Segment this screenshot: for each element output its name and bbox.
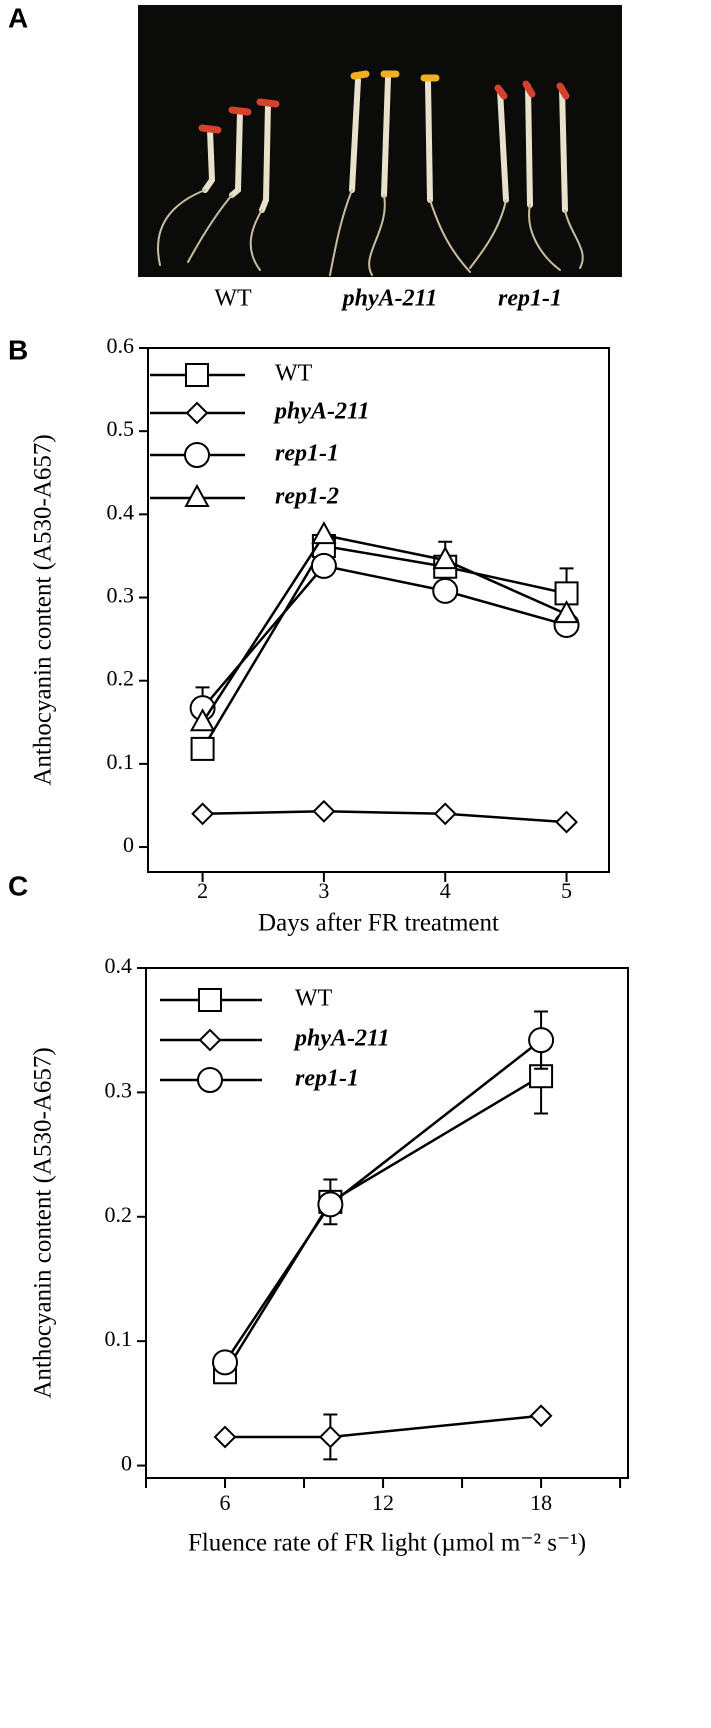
marker <box>528 1027 555 1054</box>
series-line <box>201 564 567 709</box>
legend-label: phyA-211 <box>273 399 370 425</box>
y-axis-label: Anthocyanin content (A530-A657) <box>30 1047 57 1398</box>
x-tick-label: 5 <box>561 878 572 903</box>
plot-frame <box>147 347 610 873</box>
marker <box>311 521 337 545</box>
y-axis-label: Anthocyanin content (A530-A657) <box>30 434 57 785</box>
legend-marker <box>185 401 209 425</box>
series <box>213 1404 553 1461</box>
series <box>191 799 578 834</box>
series-line <box>225 1414 542 1439</box>
y-tick-label: 0.4 <box>105 953 133 978</box>
panel-label: A <box>8 2 28 33</box>
x-tick-label: 12 <box>372 1490 394 1515</box>
y-tick-label: 0 <box>123 832 134 857</box>
x-axis-label: Days after FR treatment <box>258 910 499 937</box>
legend-label: WT <box>275 361 313 387</box>
y-tick-label: 0.2 <box>105 1202 133 1227</box>
marker <box>190 736 215 761</box>
series-line <box>201 533 568 723</box>
y-tick-label: 0.5 <box>107 416 135 441</box>
legend-label: rep1-1 <box>275 441 339 467</box>
x-tick-label: 3 <box>318 878 329 903</box>
legend-label: rep1-1 <box>295 1066 359 1092</box>
series <box>189 552 580 730</box>
photo-caption: phyA-211 <box>341 286 438 312</box>
y-tick-label: 0.1 <box>107 749 135 774</box>
legend-marker <box>185 363 209 387</box>
x-tick-label: 6 <box>220 1490 231 1515</box>
panel-label: B <box>8 334 28 365</box>
legend-label: WT <box>295 986 333 1012</box>
series <box>212 1010 555 1376</box>
marker <box>529 1404 553 1428</box>
marker <box>191 802 215 826</box>
photo-caption: rep1-1 <box>498 286 562 312</box>
series <box>189 521 580 732</box>
y-tick-label: 0.4 <box>107 499 135 524</box>
legend-marker <box>184 483 210 507</box>
x-tick-label: 2 <box>197 878 208 903</box>
photo-caption: WT <box>214 286 252 312</box>
charts: B 0 0.1 0.2 0.3 0.4 0.5 0.6 2 3 4 5 Anthocyanin cont… <box>8 333 629 1557</box>
marker <box>213 1425 237 1449</box>
marker <box>317 1191 344 1218</box>
series-line <box>201 544 567 750</box>
marker <box>432 577 459 604</box>
y-tick-label: 0 <box>121 1451 132 1476</box>
series-line <box>223 1075 542 1373</box>
marker <box>555 810 578 834</box>
series <box>190 533 579 761</box>
legend-marker <box>198 1028 222 1052</box>
marker <box>553 600 580 624</box>
y-tick-label: 0.3 <box>107 583 135 608</box>
y-tick-label: 0.2 <box>107 666 135 691</box>
marker <box>433 802 457 826</box>
legend-label: phyA-211 <box>293 1026 390 1052</box>
y-tick-label: 0.1 <box>105 1326 133 1351</box>
legend-marker <box>198 988 222 1012</box>
marker <box>318 1425 342 1449</box>
legend-marker <box>184 442 210 468</box>
marker <box>310 552 337 579</box>
series <box>213 1037 554 1385</box>
legend-label: rep1-2 <box>275 484 339 510</box>
series-line <box>202 810 567 824</box>
legend-marker <box>197 1067 223 1093</box>
x-tick-label: 18 <box>530 1490 552 1515</box>
x-axis-label: Fluence rate of FR light (µmol m⁻² s⁻¹) <box>188 1530 586 1557</box>
marker <box>312 799 336 823</box>
y-tick-label: 0.6 <box>107 333 135 358</box>
panel-label: C <box>8 870 28 901</box>
plot-frame <box>145 967 629 1479</box>
marker <box>212 1349 239 1376</box>
y-tick-label: 0.3 <box>105 1077 133 1102</box>
marker <box>189 708 216 732</box>
x-tick-label: 4 <box>440 878 451 903</box>
marker <box>432 546 458 570</box>
series-line <box>223 1039 542 1364</box>
seedling-photo <box>138 5 622 277</box>
